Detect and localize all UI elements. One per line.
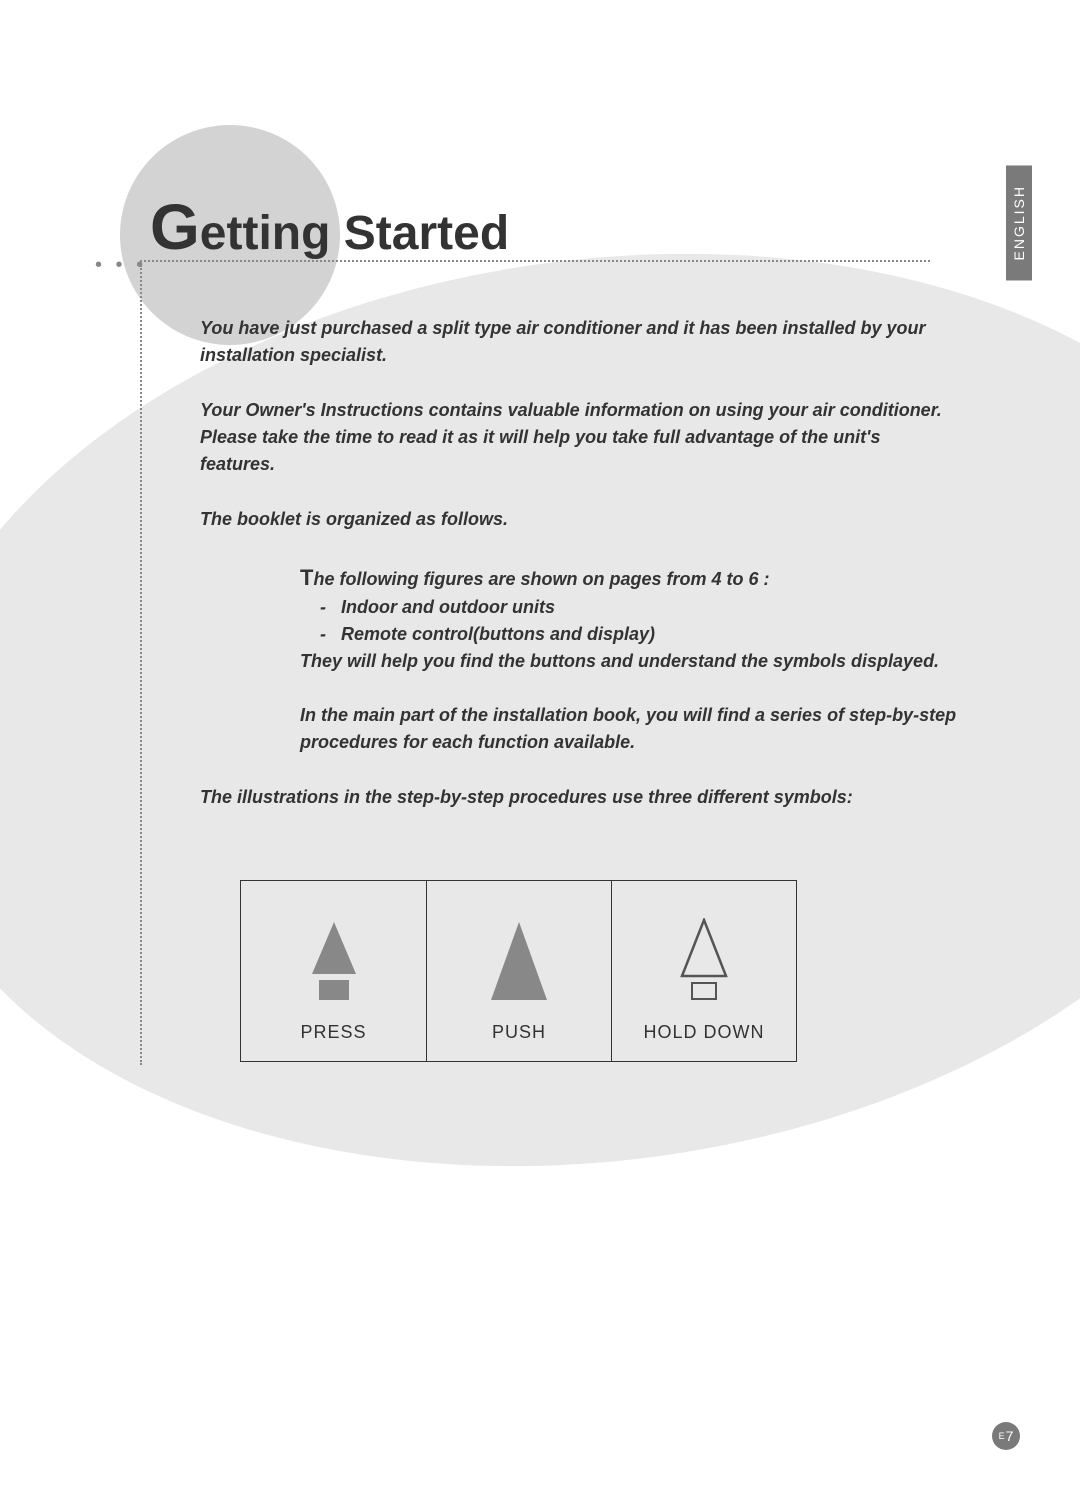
bullet-item: Remote control(buttons and display) [320, 621, 960, 648]
page-number-value: 7 [1006, 1428, 1014, 1444]
dotted-line-vertical [140, 265, 142, 1065]
page-title-initial: G [150, 191, 200, 263]
page-title: Getting Started [150, 190, 509, 264]
push-icon [491, 910, 547, 1000]
figures-help-text: They will help you find the buttons and … [300, 648, 960, 675]
symbol-label: HOLD DOWN [644, 1022, 765, 1043]
symbol-label: PRESS [300, 1022, 366, 1043]
indent-block: The following figures are shown on pages… [300, 561, 960, 756]
hold-down-icon [679, 910, 729, 1000]
page-title-rest: etting Started [200, 207, 509, 260]
intro-paragraph-3: The booklet is organized as follows. [200, 506, 960, 533]
language-tab: ENGLISH [1006, 165, 1032, 280]
symbol-cell-hold: HOLD DOWN [611, 881, 796, 1061]
intro-paragraph-2: Your Owner's Instructions contains valua… [200, 397, 960, 478]
symbol-cell-push: PUSH [426, 881, 611, 1061]
symbols-intro: The illustrations in the step-by-step pr… [200, 784, 960, 811]
intro-paragraph-1: You have just purchased a split type air… [200, 315, 960, 369]
figures-intro: The following figures are shown on pages… [300, 561, 960, 594]
figures-bullet-list: Indoor and outdoor units Remote control(… [300, 594, 960, 648]
press-icon [312, 910, 356, 1000]
dotted-line-horizontal [140, 260, 930, 262]
page-number: E7 [992, 1422, 1020, 1450]
symbol-label: PUSH [492, 1022, 546, 1043]
symbol-cell-press: PRESS [241, 881, 426, 1061]
figures-rest: he following figures are shown on pages … [313, 569, 769, 589]
symbols-box: PRESS PUSH HOLD DOWN [240, 880, 797, 1062]
figures-initial: T [300, 565, 313, 590]
main-part-text: In the main part of the installation boo… [300, 702, 960, 756]
content-body: You have just purchased a split type air… [200, 315, 960, 839]
bullet-item: Indoor and outdoor units [320, 594, 960, 621]
page-number-prefix: E [999, 1431, 1005, 1441]
